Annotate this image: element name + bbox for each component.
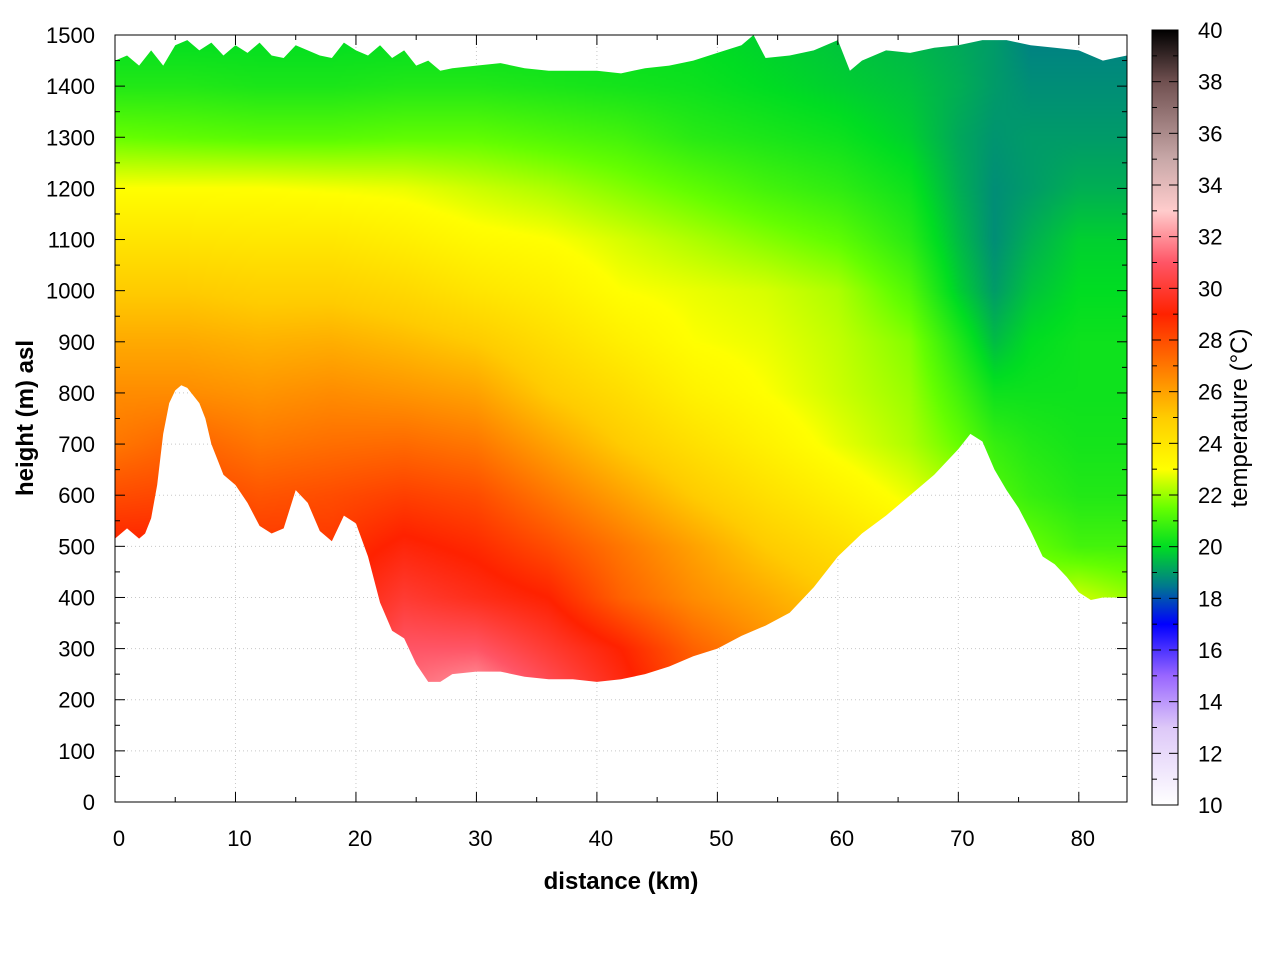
x-tick-label: 50 — [709, 826, 733, 851]
colorbar-tick-label: 18 — [1198, 586, 1222, 611]
colorbar-tick-label: 14 — [1198, 690, 1222, 715]
colorbar-tick-label: 10 — [1198, 793, 1222, 818]
x-tick-label: 40 — [589, 826, 613, 851]
axis-ticks — [114, 34, 1127, 803]
y-axis-tick-labels: 0 100 200 300 400 500 600 700 800 900 1000 1100 1200… — [46, 23, 95, 815]
y-tick-label: 0 — [83, 790, 95, 815]
colorbar-tick-label: 22 — [1198, 483, 1222, 508]
x-axis-title: distance (km) — [544, 868, 699, 895]
y-tick-label: 900 — [58, 330, 95, 355]
y-tick-label: 1300 — [46, 125, 95, 150]
x-tick-label: 80 — [1071, 826, 1095, 851]
colorbar-tick-label: 24 — [1198, 431, 1222, 456]
y-tick-label: 1200 — [46, 176, 95, 201]
y-tick-label: 300 — [58, 637, 95, 662]
colorbar-title: temperature (°C) — [1226, 329, 1253, 508]
x-tick-label: 20 — [348, 826, 372, 851]
x-axis-tick-labels: 0 10 20 30 40 50 60 70 80 — [113, 826, 1095, 851]
colorbar-tick-label: 28 — [1198, 328, 1222, 353]
y-tick-label: 500 — [58, 534, 95, 559]
y-tick-label: 200 — [58, 688, 95, 713]
colorbar-tick-labels: 10 12 14 16 18 20 22 24 26 28 30 32 34 36 38 40 — [1198, 18, 1222, 818]
x-tick-label: 60 — [830, 826, 854, 851]
colorbar-tick-label: 34 — [1198, 173, 1222, 198]
x-tick-label: 30 — [468, 826, 492, 851]
y-tick-label: 400 — [58, 585, 95, 610]
y-tick-label: 1400 — [46, 74, 95, 99]
colorbar-tick-label: 40 — [1198, 18, 1222, 43]
y-tick-label: 1500 — [46, 23, 95, 48]
y-tick-label: 100 — [58, 739, 95, 764]
y-tick-label: 1100 — [48, 228, 95, 253]
colorbar-tick-label: 38 — [1198, 70, 1222, 95]
y-tick-label: 1000 — [46, 279, 95, 304]
y-tick-label: 600 — [58, 483, 95, 508]
colorbar-tick-label: 32 — [1198, 225, 1222, 250]
x-tick-label: 10 — [227, 826, 251, 851]
y-tick-label: 700 — [58, 432, 95, 457]
colorbar-tick-label: 36 — [1198, 121, 1222, 146]
x-tick-label: 0 — [113, 826, 125, 851]
colorbar-tick-label: 20 — [1198, 535, 1222, 560]
colorbar-tick-label: 30 — [1198, 276, 1222, 301]
colorbar-tick-label: 12 — [1198, 741, 1222, 766]
y-tick-label: 800 — [58, 381, 95, 406]
colorbar-tick-label: 26 — [1198, 380, 1222, 405]
colorbar: 10 12 14 16 18 20 22 24 26 28 30 32 34 36 38 40 — [1151, 18, 1222, 818]
colorbar-frame — [1151, 29, 1179, 806]
y-axis-title: height (m) asl — [12, 340, 39, 496]
colorbar-tick-label: 16 — [1198, 638, 1222, 663]
x-tick-label: 70 — [950, 826, 974, 851]
